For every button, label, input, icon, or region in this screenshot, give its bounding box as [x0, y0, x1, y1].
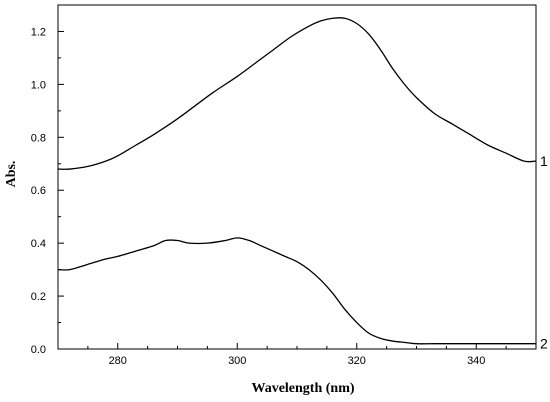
series-2-line	[57, 237, 536, 345]
series-1-line	[57, 17, 537, 170]
y-tick-label: 1.2	[31, 26, 46, 38]
x-axis-title: Wavelength (nm)	[251, 381, 354, 396]
x-tick-label: 300	[228, 355, 246, 367]
x-tick-label: 340	[467, 355, 485, 367]
x-tick-label: 280	[109, 355, 127, 367]
y-axis-title: Abs.	[4, 161, 19, 188]
series-2-label: 2	[540, 336, 548, 352]
series-lines: 12	[57, 17, 548, 352]
y-tick-label: 1.0	[31, 79, 46, 91]
axes	[57, 4, 537, 350]
y-tick-label: 0.2	[31, 291, 46, 303]
y-tick-label: 0.0	[31, 344, 46, 356]
plot-frame	[57, 4, 537, 350]
ticks: 280 300 320 340 0.0 0.2 0.4 0.6 0.8 1.0 1.2	[31, 4, 537, 367]
y-tick-label: 0.8	[31, 132, 46, 144]
series-1-label: 1	[540, 153, 548, 169]
x-tick-label: 320	[348, 355, 366, 367]
y-tick-label: 0.6	[31, 185, 46, 197]
y-tick-label: 0.4	[31, 238, 46, 250]
